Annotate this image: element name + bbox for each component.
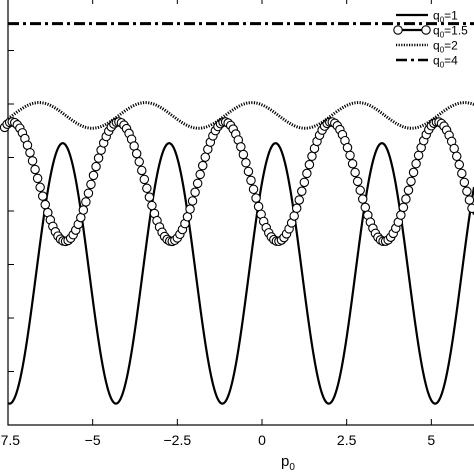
data-point: [297, 186, 307, 197]
data-point: [294, 195, 304, 205]
data-point: [302, 168, 312, 179]
data-point: [403, 185, 414, 196]
data-point: [190, 187, 200, 198]
x-tick-label: -7.5: [0, 432, 20, 448]
legend-marker: [393, 25, 403, 35]
data-point: [144, 192, 155, 202]
data-point: [408, 167, 419, 178]
data-point: [241, 158, 251, 168]
data-point: [246, 175, 256, 186]
legend-label: q0=1: [433, 9, 458, 25]
data-point: [185, 204, 195, 214]
legend-entry: q0=1.5: [393, 24, 468, 40]
data-point: [83, 188, 94, 199]
data-point: [355, 185, 365, 196]
legend-label: q0=2: [433, 39, 458, 55]
x-tick-label: 0: [258, 432, 266, 448]
data-point: [291, 203, 302, 214]
data-point: [147, 200, 157, 211]
series-line: [7, 142, 474, 405]
data-point: [93, 153, 104, 163]
legend: q0=1q0=1.5q0=2q0=4: [393, 9, 468, 70]
data-point: [304, 159, 315, 170]
data-point: [454, 159, 465, 170]
data-point: [139, 174, 150, 185]
data-point: [307, 151, 317, 162]
data-point: [449, 143, 459, 154]
data-point: [35, 182, 45, 193]
data-point: [238, 149, 249, 160]
data-point: [37, 191, 48, 201]
x-axis-label-subscript: 0: [289, 462, 295, 473]
data-point: [187, 196, 198, 206]
data-point: [347, 158, 358, 169]
data-point: [86, 179, 96, 190]
data-point: [413, 150, 424, 161]
data-point: [342, 142, 353, 153]
data-point: [200, 152, 211, 162]
data-point: [457, 168, 467, 179]
data-point: [360, 202, 371, 213]
data-point: [459, 177, 470, 188]
legend-label: q0=1.5: [433, 24, 468, 40]
data-point: [142, 183, 152, 194]
legend-entry: q0=2: [396, 39, 458, 55]
series-2: [0, 117, 474, 247]
data-point: [81, 197, 91, 207]
x-tick-label: 2.5: [337, 432, 357, 448]
data-point: [401, 194, 411, 204]
data-point: [411, 158, 421, 169]
series-layer: [0, 22, 474, 405]
data-point: [451, 151, 462, 162]
data-point: [197, 160, 208, 171]
series-3: [7, 101, 474, 130]
legend-entry: q0=1: [396, 9, 458, 25]
series-1: [7, 142, 474, 405]
data-point: [30, 164, 40, 175]
data-point: [40, 199, 50, 210]
data-point: [398, 202, 409, 213]
data-point: [27, 156, 38, 166]
data-point: [91, 161, 101, 172]
legend-label: q0=4: [433, 54, 458, 70]
data-point: [88, 170, 99, 181]
data-point: [134, 157, 144, 167]
data-point: [195, 169, 205, 180]
data-point: [467, 203, 474, 214]
data-point: [406, 176, 416, 187]
x-tick-label: −2.5: [164, 432, 192, 448]
data-point: [32, 173, 43, 184]
data-point: [357, 194, 368, 204]
x-tick-label: −5: [85, 432, 101, 448]
data-point: [289, 211, 299, 221]
x-tick-label: 5: [427, 432, 435, 448]
data-point: [299, 177, 310, 188]
data-point: [131, 148, 142, 159]
data-point: [350, 167, 360, 178]
data-point: [345, 150, 355, 161]
data-point: [25, 147, 35, 158]
data-point: [464, 195, 474, 205]
data-point: [253, 201, 264, 212]
legend-entry: q0=4: [396, 54, 458, 70]
data-point: [251, 193, 261, 203]
legend-marker: [421, 25, 431, 35]
data-point: [248, 184, 259, 195]
data-point: [243, 166, 254, 177]
series-line: [7, 101, 474, 130]
data-point: [78, 205, 89, 215]
data-point: [192, 178, 203, 189]
data-point: [396, 210, 406, 220]
x-axis-label: p0: [281, 453, 295, 473]
tick-layer: -7.5 −5 −2.5 0 2.5 5: [0, 0, 435, 448]
data-point: [137, 165, 147, 176]
data-point: [462, 186, 472, 197]
data-point: [352, 176, 363, 187]
